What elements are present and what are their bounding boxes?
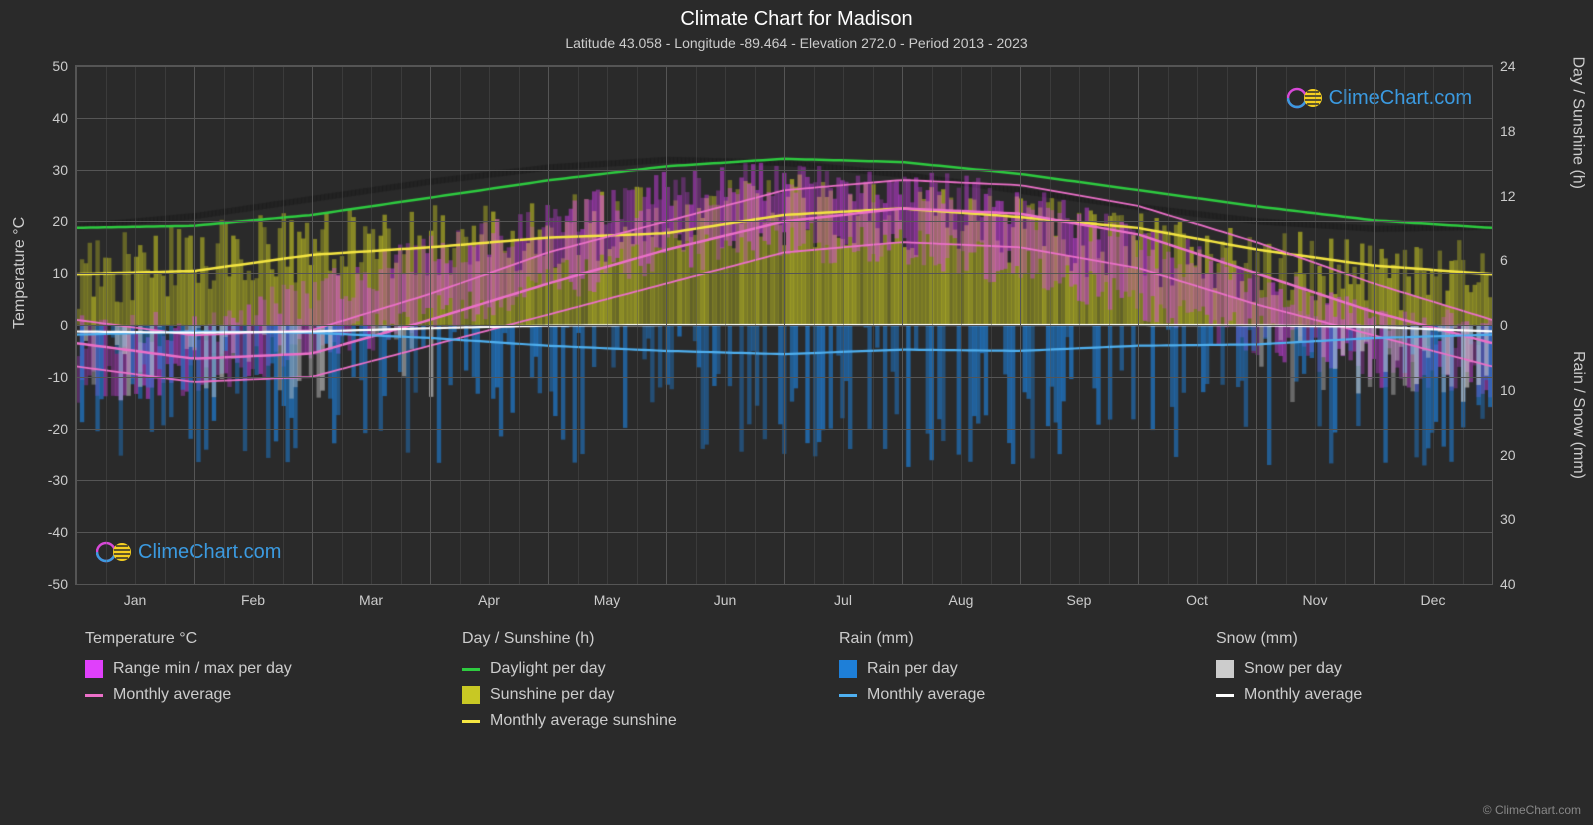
y-axis-right-bot-title: Rain / Snow (mm) xyxy=(1569,351,1587,479)
legend-label: Monthly average sunshine xyxy=(490,712,677,730)
x-tick: Jul xyxy=(834,584,852,608)
y-tick-right: 6 xyxy=(1492,252,1508,268)
legend-swatch xyxy=(839,694,857,697)
watermark-text: ClimeChart.com xyxy=(1329,87,1472,110)
chart-title: Climate Chart for Madison xyxy=(0,0,1593,31)
plot-area: ClimeChart.com ClimeChart.com 5040302010… xyxy=(75,65,1493,585)
legend-title: Rain (mm) xyxy=(839,630,1176,648)
legend-group: Rain (mm) Rain per day Monthly average xyxy=(839,630,1176,738)
y-tick-right: 20 xyxy=(1492,447,1516,463)
x-tick: Sep xyxy=(1067,584,1092,608)
y-tick-left: 20 xyxy=(52,213,76,229)
y-tick-right: 18 xyxy=(1492,123,1516,139)
y-tick-left: 50 xyxy=(52,58,76,74)
logo-icon xyxy=(1287,86,1323,110)
y-tick-right: 10 xyxy=(1492,382,1516,398)
x-tick: Feb xyxy=(241,584,265,608)
legend-label: Monthly average xyxy=(867,686,985,704)
legend-label: Monthly average xyxy=(1244,686,1362,704)
x-tick: Dec xyxy=(1421,584,1446,608)
legend-swatch xyxy=(462,686,480,704)
x-tick: Jun xyxy=(714,584,737,608)
x-tick: Mar xyxy=(359,584,383,608)
legend-swatch xyxy=(839,660,857,678)
x-tick: May xyxy=(594,584,620,608)
logo-icon xyxy=(96,540,132,564)
legend-label: Daylight per day xyxy=(490,660,606,678)
y-tick-left: -40 xyxy=(48,524,76,540)
legend-label: Snow per day xyxy=(1244,660,1342,678)
legend-group: Temperature °C Range min / max per day Mon… xyxy=(85,630,422,738)
chart-subtitle: Latitude 43.058 - Longitude -89.464 - El… xyxy=(0,31,1593,51)
legend-swatch xyxy=(85,694,103,697)
y-tick-left: 0 xyxy=(60,317,76,333)
legend-swatch xyxy=(1216,660,1234,678)
y-tick-right: 24 xyxy=(1492,58,1516,74)
watermark-text: ClimeChart.com xyxy=(138,541,281,564)
copyright: © ClimeChart.com xyxy=(1483,803,1581,817)
legend-title: Temperature °C xyxy=(85,630,422,648)
legend-swatch xyxy=(462,668,480,671)
legend-label: Sunshine per day xyxy=(490,686,615,704)
y-tick-left: -50 xyxy=(48,576,76,592)
legend-title: Day / Sunshine (h) xyxy=(462,630,799,648)
legend-item: Monthly average xyxy=(85,686,422,704)
legend-item: Daylight per day xyxy=(462,660,799,678)
x-tick: Jan xyxy=(124,584,147,608)
legend-label: Monthly average xyxy=(113,686,231,704)
legend-group: Snow (mm) Snow per day Monthly average xyxy=(1216,630,1553,738)
legend-item: Sunshine per day xyxy=(462,686,799,704)
y-tick-left: 10 xyxy=(52,265,76,281)
legend-label: Range min / max per day xyxy=(113,660,292,678)
legend-swatch xyxy=(85,660,103,678)
y-tick-right: 0 xyxy=(1492,317,1508,333)
y-tick-right: 12 xyxy=(1492,188,1516,204)
y-tick-left: 30 xyxy=(52,162,76,178)
y-tick-left: -10 xyxy=(48,369,76,385)
x-tick: Aug xyxy=(949,584,974,608)
y-tick-right: 30 xyxy=(1492,511,1516,527)
y-tick-right: 40 xyxy=(1492,576,1516,592)
x-tick: Nov xyxy=(1303,584,1328,608)
legend-group: Day / Sunshine (h) Daylight per day Sunshi… xyxy=(462,630,799,738)
legend-item: Monthly average sunshine xyxy=(462,712,799,730)
legend-item: Range min / max per day xyxy=(85,660,422,678)
legend-swatch xyxy=(462,720,480,723)
legend-swatch xyxy=(1216,694,1234,697)
legend-label: Rain per day xyxy=(867,660,958,678)
y-tick-left: -30 xyxy=(48,472,76,488)
y-axis-left-title: Temperature °C xyxy=(11,217,29,329)
legend: Temperature °C Range min / max per day Mon… xyxy=(85,630,1553,738)
climate-chart: Climate Chart for Madison Latitude 43.05… xyxy=(0,0,1593,825)
legend-title: Snow (mm) xyxy=(1216,630,1553,648)
legend-item: Rain per day xyxy=(839,660,1176,678)
y-axis-right-top-title: Day / Sunshine (h) xyxy=(1569,56,1587,189)
x-tick: Oct xyxy=(1186,584,1208,608)
legend-item: Monthly average xyxy=(839,686,1176,704)
y-tick-left: 40 xyxy=(52,110,76,126)
legend-item: Snow per day xyxy=(1216,660,1553,678)
y-tick-left: -20 xyxy=(48,421,76,437)
legend-item: Monthly average xyxy=(1216,686,1553,704)
x-tick: Apr xyxy=(478,584,500,608)
